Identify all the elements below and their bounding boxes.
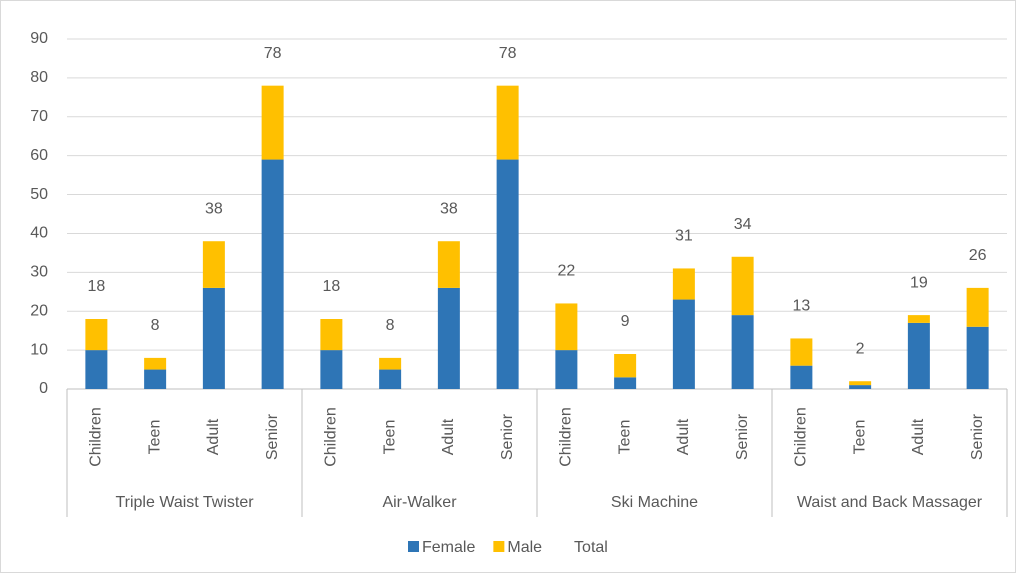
bar-segment	[437, 287, 460, 389]
bar-segment	[320, 350, 343, 389]
y-tick-label: 50	[30, 186, 48, 203]
x-tick-label: Senior	[264, 413, 281, 460]
bar-segment	[555, 350, 578, 389]
bar-segment	[261, 159, 284, 389]
y-tick-label: 20	[30, 302, 48, 319]
total-label: 9	[621, 313, 630, 330]
total-label: 22	[557, 263, 575, 280]
bar-segment	[320, 319, 343, 351]
total-label: 34	[734, 216, 752, 233]
x-tick-label: Senior	[969, 413, 986, 460]
bar-segment	[672, 299, 695, 389]
bar-segment	[85, 319, 108, 351]
x-tick-label: Children	[793, 407, 810, 467]
bar-segment	[672, 268, 695, 300]
bar-segment	[496, 85, 519, 160]
x-tick-label: Teen	[146, 420, 163, 455]
bar-segment	[614, 377, 637, 389]
bar-segment	[731, 256, 754, 316]
x-tick-label: Children	[88, 407, 105, 467]
total-label: 18	[87, 278, 105, 295]
bar-segment	[849, 381, 872, 386]
bar-segment	[202, 287, 225, 389]
bar-segment	[790, 365, 813, 389]
x-tick-label: Adult	[440, 418, 457, 455]
x-tick-label: Adult	[205, 418, 222, 455]
y-tick-label: 60	[30, 147, 48, 164]
total-label: 38	[440, 200, 458, 217]
total-label: 78	[264, 45, 282, 62]
x-tick-label: Children	[558, 407, 575, 467]
bar-segment	[437, 241, 460, 288]
bar-segment	[849, 385, 872, 389]
total-label: 31	[675, 228, 693, 245]
total-label: 19	[910, 274, 928, 291]
x-tick-label: Senior	[734, 413, 751, 460]
y-tick-label: 40	[30, 225, 48, 242]
x-tick-label: Adult	[910, 418, 927, 455]
x-tick-label: Teen	[851, 420, 868, 455]
total-label: 2	[856, 340, 865, 357]
total-label: 38	[205, 200, 223, 217]
group-label: Triple Waist Twister	[115, 494, 254, 511]
bar-segment	[790, 338, 813, 366]
total-label: 78	[499, 45, 517, 62]
total-label: 13	[792, 298, 810, 315]
bar-segment	[731, 315, 754, 389]
total-label: 8	[151, 317, 160, 334]
bar-segment	[202, 241, 225, 288]
bar-segment	[966, 287, 989, 327]
bar-segment	[379, 369, 402, 389]
bar-segment	[496, 159, 519, 389]
bar-segment	[907, 322, 930, 389]
bar-segment	[144, 357, 167, 370]
y-tick-label: 0	[39, 380, 48, 397]
y-tick-label: 80	[30, 69, 48, 86]
bar-segment	[907, 315, 930, 323]
y-tick-label: 90	[30, 30, 48, 47]
bar-segment	[85, 350, 108, 389]
x-tick-label: Teen	[616, 420, 633, 455]
x-tick-label: Senior	[499, 413, 516, 460]
legend-swatch	[493, 541, 505, 552]
y-tick-label: 70	[30, 108, 48, 125]
legend-swatch	[408, 541, 419, 552]
legend-label: Total	[574, 539, 608, 556]
total-label: 8	[386, 317, 395, 334]
bar-segment	[144, 369, 167, 389]
y-tick-label: 30	[30, 264, 48, 281]
x-tick-label: Teen	[381, 420, 398, 455]
y-tick-label: 10	[30, 341, 48, 358]
bar-segment	[614, 354, 637, 378]
bar-segment	[261, 85, 284, 160]
x-tick-label: Adult	[675, 418, 692, 455]
group-label: Waist and Back Massager	[797, 494, 983, 511]
bar-segment	[379, 357, 402, 370]
group-label: Air-Walker	[382, 494, 457, 511]
bar-segment	[555, 303, 578, 351]
total-label: 26	[969, 247, 987, 264]
legend-label: Female	[422, 539, 475, 556]
x-tick-label: Children	[323, 407, 340, 467]
legend-label: Male	[507, 539, 542, 556]
bar-segment	[966, 326, 989, 389]
total-label: 18	[322, 278, 340, 295]
group-label: Ski Machine	[611, 494, 698, 511]
